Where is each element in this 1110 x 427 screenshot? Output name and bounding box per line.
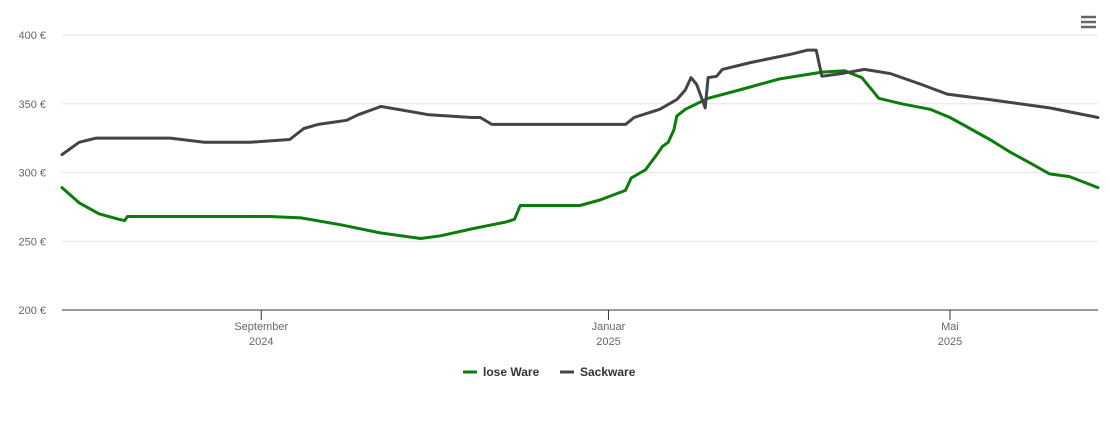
y-tick-label: 300 € xyxy=(18,168,46,180)
y-tick-label: 350 € xyxy=(18,99,46,111)
x-tick-sublabel: 2025 xyxy=(596,336,620,348)
y-tick-label: 250 € xyxy=(18,236,46,248)
legend-label: Sackware xyxy=(580,365,636,379)
x-tick-sublabel: 2024 xyxy=(249,336,273,348)
x-tick-label: Januar xyxy=(592,321,626,333)
legend-label: lose Ware xyxy=(483,365,540,379)
series-line xyxy=(60,48,1100,157)
y-tick-label: 400 € xyxy=(18,30,46,42)
legend-item[interactable]: Sackware xyxy=(560,365,636,379)
x-tick-label: Mai xyxy=(941,321,959,333)
legend-item[interactable]: lose Ware xyxy=(463,365,540,379)
y-tick-label: 200 € xyxy=(18,305,46,317)
x-tick-sublabel: 2025 xyxy=(938,336,962,348)
menu-button[interactable] xyxy=(1078,12,1098,32)
x-tick-label: September xyxy=(234,321,288,333)
series-line xyxy=(60,69,1100,240)
